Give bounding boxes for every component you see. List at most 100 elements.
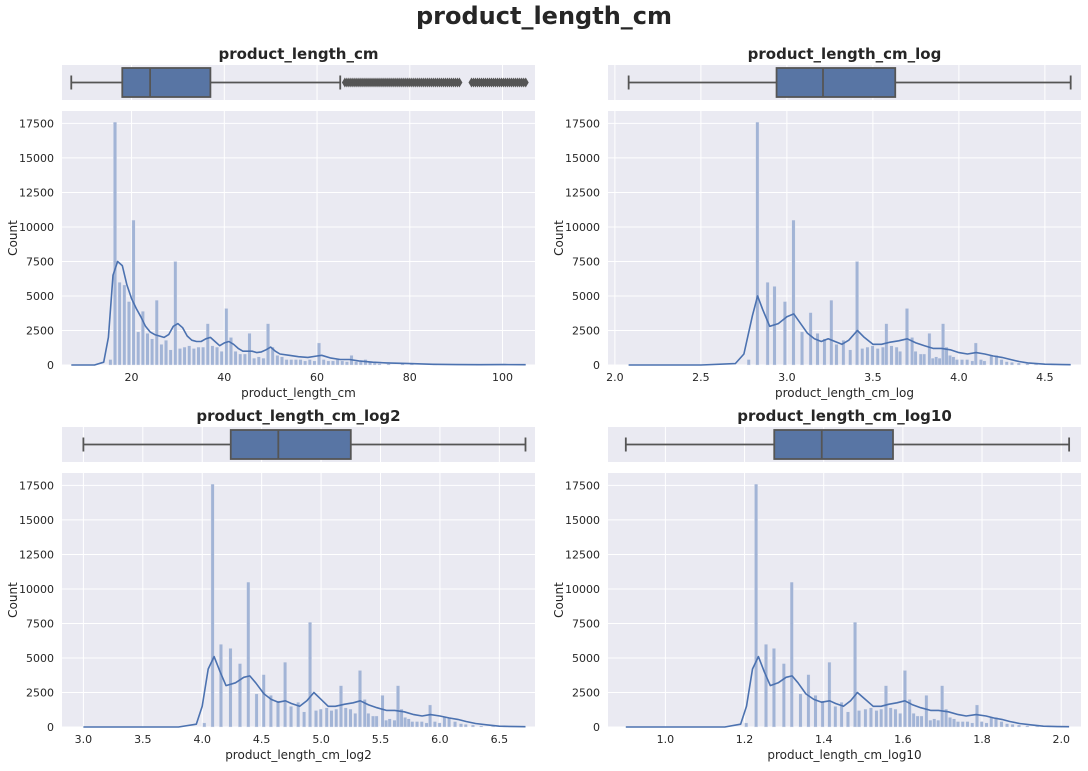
histogram-bar <box>358 670 361 727</box>
x-tick-label: 80 <box>403 371 417 384</box>
histogram-bar <box>1000 359 1003 365</box>
histogram-bar <box>782 664 785 728</box>
histogram-panel <box>608 473 1081 727</box>
histogram-bar <box>243 354 246 365</box>
histogram-bar <box>341 361 344 365</box>
histogram-bar <box>1005 362 1008 365</box>
x-axis-label: product_length_cm_log10 <box>767 748 921 762</box>
iqr-box <box>122 68 210 97</box>
histogram-bar <box>313 361 316 365</box>
histogram-bar <box>169 350 172 365</box>
histogram-bar <box>299 359 302 365</box>
y-tick-label: 0 <box>47 359 54 372</box>
y-tick-label: 10000 <box>19 583 54 596</box>
histogram-bar <box>990 717 993 727</box>
histogram-bar <box>1026 364 1029 365</box>
histogram-bar <box>933 719 936 727</box>
histogram-bar <box>289 706 292 727</box>
histogram-bar <box>303 361 306 365</box>
histogram-bar <box>821 701 824 727</box>
y-tick-label: 5000 <box>26 290 54 303</box>
histogram-bar <box>747 359 750 365</box>
subplot-3: product_length_cm_log2025005000750010000… <box>6 407 535 762</box>
x-tick-label: 4.0 <box>950 371 968 384</box>
x-tick-label: 1.2 <box>736 733 754 746</box>
histogram-bar <box>955 359 958 365</box>
histogram-bar <box>853 622 856 727</box>
histogram-bar <box>428 705 431 727</box>
histogram-bar <box>849 350 852 365</box>
y-tick-label: 7500 <box>26 255 54 268</box>
y-tick-label: 15000 <box>19 514 54 527</box>
histogram-bar <box>861 348 864 365</box>
histogram-bar <box>756 122 759 365</box>
histogram-bar <box>890 346 893 365</box>
histogram-bar <box>255 694 258 727</box>
histogram-bar <box>234 351 237 365</box>
histogram-bar <box>895 347 898 365</box>
histogram-bar <box>308 359 311 365</box>
histogram-bar <box>480 726 483 727</box>
x-tick-label: 1.6 <box>894 733 912 746</box>
x-tick-label: 40 <box>217 371 231 384</box>
histogram-bar <box>764 644 767 727</box>
y-axis-label: Count <box>552 220 566 256</box>
y-axis-label: Count <box>6 220 20 256</box>
y-tick-label: 12500 <box>19 548 54 561</box>
histogram-bar <box>308 622 311 727</box>
x-tick-label: 1.8 <box>973 733 991 746</box>
x-tick-label: 4.0 <box>193 733 211 746</box>
histogram-bar <box>411 721 414 727</box>
histogram-bar <box>1026 726 1029 727</box>
histogram-bar <box>349 709 352 727</box>
histogram-bar <box>262 358 265 365</box>
histogram-bar <box>905 308 908 365</box>
histogram-bar <box>219 644 222 727</box>
histogram-bar <box>985 723 988 727</box>
histogram-bar <box>335 709 338 727</box>
y-tick-label: 15000 <box>565 152 600 165</box>
histogram-bar <box>914 351 917 365</box>
histogram-bar <box>938 358 941 365</box>
histogram-bar <box>922 354 925 365</box>
histogram-bar <box>952 357 955 365</box>
histogram-bar <box>1010 362 1013 365</box>
histogram-bar <box>438 723 441 727</box>
y-tick-label: 0 <box>47 721 54 734</box>
histogram-bar <box>800 332 803 365</box>
x-tick-label: 4.5 <box>253 733 271 746</box>
histogram-bar <box>327 361 330 365</box>
histogram-bar <box>940 686 943 727</box>
histogram-bar <box>381 695 384 727</box>
histogram-bar <box>359 362 362 365</box>
histogram-bar <box>912 713 915 727</box>
y-axis-label: Count <box>552 582 566 618</box>
histogram-bar <box>835 344 838 365</box>
y-tick-label: 5000 <box>26 652 54 665</box>
x-tick-label: 2.5 <box>692 371 710 384</box>
histogram-bar <box>201 347 204 365</box>
histogram-bar <box>809 313 812 365</box>
histogram-bar <box>127 302 130 366</box>
histogram-bar <box>192 348 195 365</box>
x-tick-label: 3.5 <box>864 371 882 384</box>
subplot-4: product_length_cm_log1002500500075001000… <box>552 407 1081 762</box>
histogram-bar <box>792 220 795 365</box>
histogram-bar <box>146 333 149 365</box>
histogram-bar <box>339 686 342 727</box>
x-tick-label: 5.5 <box>372 733 390 746</box>
histogram-bar <box>899 713 902 727</box>
x-tick-label: 60 <box>310 371 324 384</box>
histogram-bar <box>443 717 446 727</box>
histogram-bar <box>137 332 140 365</box>
subplot-2: product_length_cm_log0250050007500100001… <box>552 45 1081 400</box>
histogram-bar <box>367 713 370 727</box>
histogram-bar <box>247 582 250 727</box>
histogram-bar <box>344 708 347 727</box>
histogram-bar <box>280 357 283 365</box>
histogram-bar <box>919 354 922 365</box>
histogram-bar <box>772 648 775 727</box>
histogram-bar <box>823 339 826 365</box>
histogram-bar <box>378 364 381 365</box>
